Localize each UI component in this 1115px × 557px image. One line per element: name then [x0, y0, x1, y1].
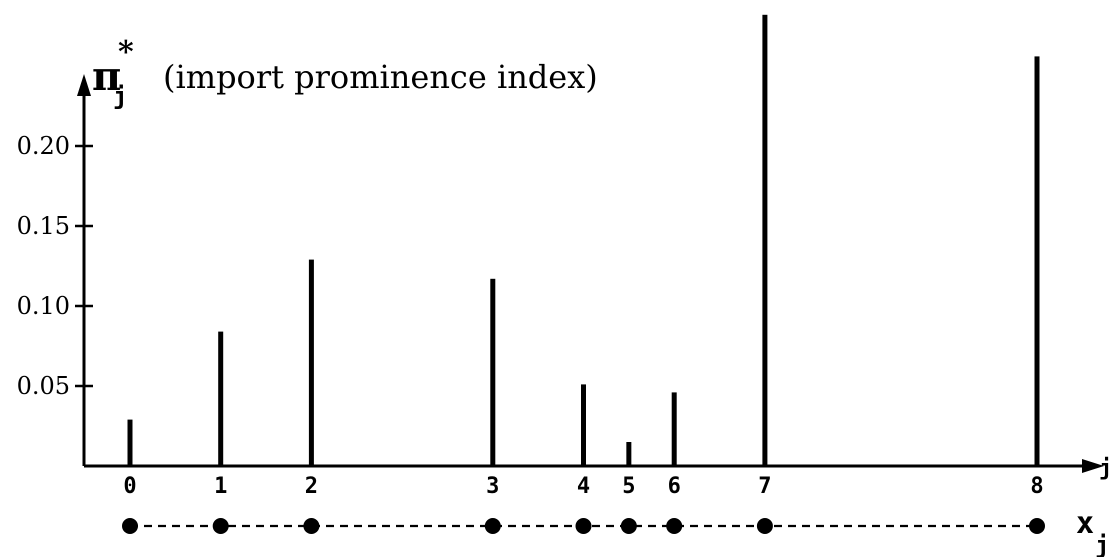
category-label: 2 — [305, 474, 318, 499]
x-axis-arrow — [1082, 459, 1104, 473]
y-axis-arrow — [77, 74, 91, 96]
y-tick-label: 0.10 — [17, 292, 70, 320]
y-axis-symbol: π — [92, 53, 121, 100]
y-tick-label: 0.20 — [17, 132, 70, 160]
x-position-dot — [484, 518, 501, 534]
bar-1 — [218, 331, 224, 466]
category-label: 5 — [622, 474, 635, 499]
category-label: 3 — [486, 474, 499, 499]
y-ticks: 0.05 0.10 0.15 0.20 — [17, 132, 93, 400]
category-label: 4 — [577, 474, 590, 499]
bar-4 — [581, 384, 586, 466]
x-position-dot — [303, 518, 320, 534]
category-label: 8 — [1030, 474, 1043, 499]
x-position-dot — [666, 518, 683, 534]
x-position-dot — [1029, 518, 1045, 534]
category-label: 0 — [123, 474, 136, 499]
category-label: 1 — [214, 474, 227, 499]
bar-7 — [762, 14, 768, 467]
bottom-axis-subscript: j — [1095, 531, 1109, 557]
x-position-dot — [575, 518, 592, 534]
x-position-dot — [620, 518, 637, 534]
category-labels: 0 1 2 3 4 5 6 7 8 — [123, 474, 1043, 499]
x-position-dots — [122, 518, 1045, 534]
x-axis-label: j — [1099, 456, 1112, 481]
y-axis-subscript: j — [113, 82, 127, 110]
bar-8 — [1034, 56, 1040, 467]
bottom-axis-label: x — [1076, 506, 1094, 541]
bar-0 — [127, 419, 133, 466]
x-position-dot — [756, 518, 773, 534]
x-position-dot — [212, 518, 229, 534]
bar-2 — [308, 259, 314, 466]
bar-6 — [671, 392, 677, 466]
y-tick-label: 0.15 — [17, 212, 70, 240]
chart-title: (import prominence index) — [163, 58, 598, 96]
y-tick-label: 0.05 — [17, 372, 70, 400]
bar-3 — [490, 278, 496, 466]
category-label: 7 — [758, 474, 771, 499]
bars — [127, 14, 1040, 467]
category-label: 6 — [668, 474, 681, 499]
x-position-dot — [122, 518, 138, 534]
y-axis-superscript: * — [118, 35, 134, 70]
bar-5 — [626, 442, 632, 466]
